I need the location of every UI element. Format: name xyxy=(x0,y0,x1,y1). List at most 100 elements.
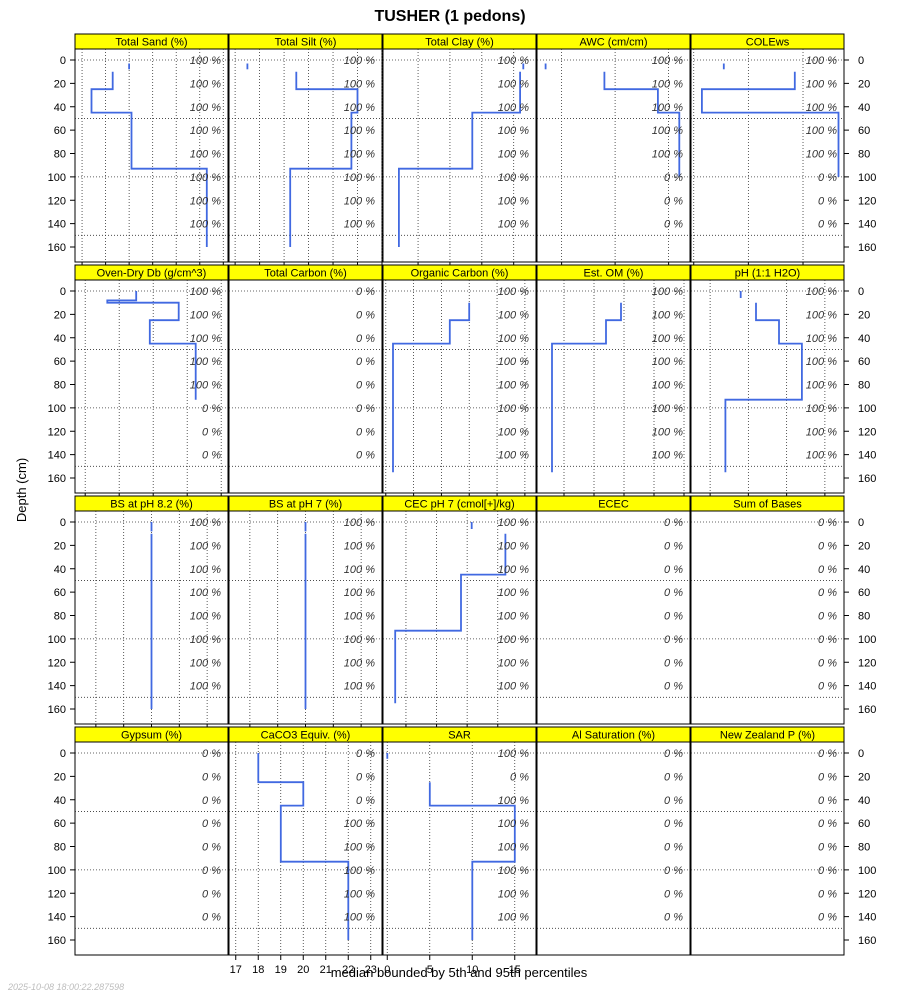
y-tick-label: 40 xyxy=(858,795,870,807)
data-coverage-label: 0 % xyxy=(356,380,375,392)
data-coverage-label: 0 % xyxy=(818,818,837,830)
y-tick-label: 20 xyxy=(858,78,870,90)
y-tick-label: 160 xyxy=(48,473,66,485)
depth-profile-line xyxy=(603,71,681,177)
data-coverage-label: 100 % xyxy=(190,611,221,623)
data-coverage-label: 0 % xyxy=(664,681,683,693)
data-coverage-label: 0 % xyxy=(356,771,375,783)
y-tick-label: 120 xyxy=(858,195,876,207)
depth-profile-line xyxy=(394,533,507,704)
data-coverage-label: 0 % xyxy=(202,912,221,924)
y-tick-label: 80 xyxy=(54,149,66,161)
x-tick-label: 5 xyxy=(427,964,433,976)
x-tick-label: 21 xyxy=(320,964,332,976)
panel: ECEC 0 % 0 % 0 % 0 % 0 % 0 % 0 % 0 % xyxy=(536,495,691,725)
data-coverage-label: 100 % xyxy=(498,818,529,830)
y-axis-label: Depth (cm) xyxy=(14,458,29,522)
panel: pH (1:1 H2O) 100 % 100 % 100 % 100 % 100 % 100… xyxy=(690,264,876,514)
data-coverage-label: 0 % xyxy=(818,795,837,807)
y-tick-label: 100 xyxy=(48,634,66,646)
y-tick-label: 100 xyxy=(858,403,876,415)
data-coverage-label: 0 % xyxy=(818,611,837,623)
data-coverage-label: 100 % xyxy=(498,450,529,462)
panel-title: Organic Carbon (%) xyxy=(411,268,509,280)
data-coverage-label: 100 % xyxy=(344,564,375,576)
y-tick-label: 120 xyxy=(858,888,876,900)
data-coverage-label: 0 % xyxy=(356,356,375,368)
data-coverage-label: 0 % xyxy=(356,403,375,415)
y-tick-label: 80 xyxy=(54,611,66,623)
data-coverage-label: 0 % xyxy=(664,517,683,529)
data-coverage-label: 0 % xyxy=(664,888,683,900)
data-coverage-label: 100 % xyxy=(190,125,221,137)
data-coverage-label: 0 % xyxy=(202,450,221,462)
data-coverage-label: 100 % xyxy=(652,78,683,90)
panel-title: Total Clay (%) xyxy=(425,37,493,49)
y-tick-label: 0 xyxy=(858,55,864,67)
data-coverage-label: 100 % xyxy=(190,681,221,693)
data-coverage-label: 0 % xyxy=(664,172,683,184)
panel-title: CaCO3 Equiv. (%) xyxy=(261,730,351,742)
data-coverage-label: 100 % xyxy=(498,748,529,760)
data-coverage-label: 100 % xyxy=(652,55,683,67)
panel-frame xyxy=(536,510,691,725)
y-tick-label: 160 xyxy=(48,704,66,716)
panel-frame xyxy=(382,510,537,725)
y-tick-label: 120 xyxy=(48,195,66,207)
y-tick-label: 160 xyxy=(858,242,876,254)
data-coverage-label: 0 % xyxy=(818,888,837,900)
y-tick-label: 60 xyxy=(858,818,870,830)
data-coverage-label: 100 % xyxy=(806,333,837,345)
depth-profile-line xyxy=(428,782,516,940)
y-tick-label: 160 xyxy=(48,935,66,947)
data-coverage-label: 0 % xyxy=(664,748,683,760)
data-coverage-label: 0 % xyxy=(664,865,683,877)
data-coverage-label: 0 % xyxy=(356,748,375,760)
y-tick-label: 60 xyxy=(858,587,870,599)
data-coverage-label: 100 % xyxy=(806,309,837,321)
data-coverage-label: 100 % xyxy=(498,333,529,345)
data-coverage-label: 0 % xyxy=(818,172,837,184)
data-coverage-label: 100 % xyxy=(190,78,221,90)
panel: CEC pH 7 (cmol[+]/kg) 100 % 100 % 100 % 100 … xyxy=(382,495,537,745)
y-tick-label: 40 xyxy=(54,102,66,114)
x-tick-label: 0 xyxy=(384,964,390,976)
data-coverage-label: 0 % xyxy=(664,219,683,231)
y-tick-label: 20 xyxy=(858,309,870,321)
panel: COLEws 100 % 100 % 100 % 100 % 100 % 0 % 0 % 0 %… xyxy=(680,33,876,283)
y-tick-label: 100 xyxy=(48,172,66,184)
data-coverage-label: 100 % xyxy=(498,149,529,161)
y-tick-label: 140 xyxy=(48,681,66,693)
panel-title: Gypsum (%) xyxy=(121,730,182,742)
panel-title: ECEC xyxy=(598,499,629,511)
y-tick-label: 0 xyxy=(60,748,66,760)
y-tick-label: 140 xyxy=(858,219,876,231)
panel-frame xyxy=(228,279,383,494)
panel-title: Total Carbon (%) xyxy=(264,268,347,280)
data-coverage-label: 0 % xyxy=(664,634,683,646)
panel-title: Oven-Dry Db (g/cm^3) xyxy=(97,268,207,280)
y-tick-label: 120 xyxy=(48,888,66,900)
data-coverage-label: 100 % xyxy=(498,564,529,576)
panel-title: BS at pH 8.2 (%) xyxy=(110,499,193,511)
data-coverage-label: 100 % xyxy=(344,611,375,623)
panel-frame xyxy=(74,279,229,494)
data-coverage-label: 0 % xyxy=(202,795,221,807)
data-coverage-label: 100 % xyxy=(344,219,375,231)
data-coverage-label: 0 % xyxy=(818,564,837,576)
panel: Total Clay (%) 100 % 100 % 100 % 100 % 100 % 1… xyxy=(382,33,537,283)
data-coverage-label: 100 % xyxy=(806,125,837,137)
y-tick-label: 160 xyxy=(858,473,876,485)
panel: Al Saturation (%) 0 % 0 % 0 % 0 % 0 % 0 % 0 % 0 … xyxy=(536,726,691,956)
x-tick-label: 20 xyxy=(297,964,309,976)
data-coverage-label: 100 % xyxy=(498,912,529,924)
data-coverage-label: 100 % xyxy=(498,888,529,900)
data-coverage-label: 0 % xyxy=(202,771,221,783)
panel-title: Est. OM (%) xyxy=(584,268,644,280)
data-coverage-label: 0 % xyxy=(356,333,375,345)
y-tick-label: 140 xyxy=(858,912,876,924)
data-coverage-label: 100 % xyxy=(190,219,221,231)
panel: Sum of Bases 0 % 0 % 0 % 0 % 0 % 0 % 0 % 0 % 0 20 4… xyxy=(690,495,876,725)
data-coverage-label: 100 % xyxy=(806,78,837,90)
